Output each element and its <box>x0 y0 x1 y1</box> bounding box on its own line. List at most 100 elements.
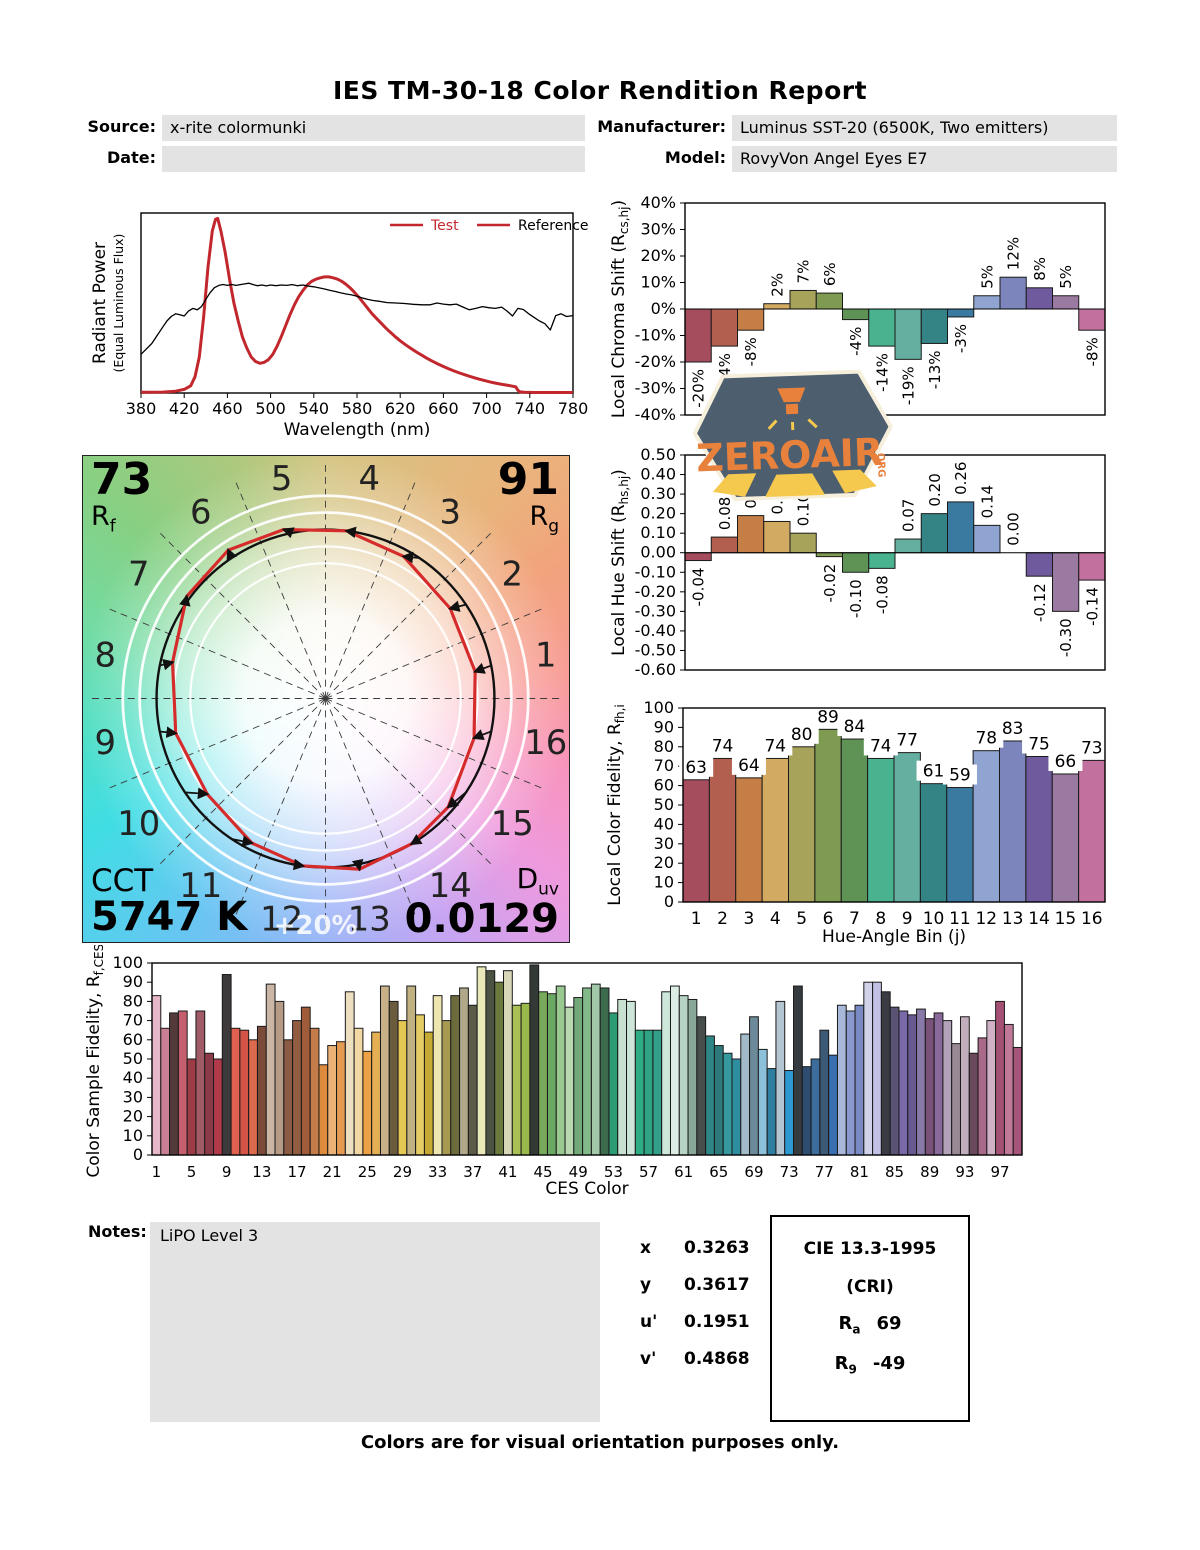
svg-text:380: 380 <box>126 399 157 418</box>
chroma-bar-13 <box>999 276 1027 310</box>
svg-text:460: 460 <box>212 399 243 418</box>
svg-text:-8%: -8% <box>1083 337 1101 366</box>
chromaticity-u: u' 0.1951 <box>640 1312 750 1332</box>
notes-text: LiPO Level 3 <box>160 1226 259 1245</box>
cvg-shift-arrow <box>409 833 423 846</box>
model-label: Model: <box>664 148 726 167</box>
svg-text:6: 6 <box>190 493 212 532</box>
svg-text:Radiant Power: Radiant Power <box>90 242 110 364</box>
svg-text:70: 70 <box>654 756 674 775</box>
fidelity-bar-7 <box>840 738 869 903</box>
ces-bar-23 <box>344 991 355 1156</box>
chroma-bar-14 <box>1025 287 1053 310</box>
svg-text:77: 77 <box>896 731 918 751</box>
cvg-guide-circle <box>138 511 513 886</box>
cvg-shift-arrow <box>401 551 420 564</box>
cvg-shift-arrow <box>447 600 467 612</box>
ces-bar-10 <box>230 1027 241 1156</box>
hue-bar-12 <box>973 524 1001 554</box>
svg-text:63: 63 <box>685 758 707 778</box>
svg-text:13: 13 <box>1002 909 1024 929</box>
svg-text:10: 10 <box>923 909 945 929</box>
svg-text:30%: 30% <box>640 220 676 239</box>
svg-text:61: 61 <box>923 762 945 782</box>
ces-bar-33 <box>432 995 443 1156</box>
cvg-spoke <box>159 532 326 699</box>
ces-bar-41 <box>503 970 513 1156</box>
ces-bar-28 <box>388 1000 399 1156</box>
chroma-bar-7 <box>842 308 870 321</box>
svg-text:7%: 7% <box>795 260 813 284</box>
ces-bar-27 <box>379 985 390 1156</box>
ces-bar-99 <box>1012 1046 1023 1156</box>
ces-bar-56 <box>634 1029 645 1156</box>
svg-text:5%: 5% <box>978 265 996 289</box>
ces-bar-31 <box>415 1014 425 1156</box>
svg-text:60: 60 <box>123 1030 143 1049</box>
ces-bar-13 <box>256 1025 267 1156</box>
svg-text:-0.30: -0.30 <box>635 601 676 620</box>
svg-text:(Equal Luminous Flux): (Equal Luminous Flux) <box>111 234 126 373</box>
ces-bar-93 <box>959 1016 970 1156</box>
hue-bar-15 <box>1052 552 1080 612</box>
cvg-spoke <box>325 608 543 699</box>
ces-bar-9 <box>221 974 232 1156</box>
ces-bar-64 <box>705 1035 715 1156</box>
ces-bar-83 <box>872 981 882 1156</box>
chroma-ylabel: Local Chroma Shift (Rcs,hj) <box>609 200 631 418</box>
ces-bar-36 <box>459 987 469 1156</box>
footer-note: Colors are for visual orientation purpos… <box>360 1432 840 1453</box>
cvg-spoke <box>325 698 492 865</box>
fidelity-bar-8 <box>867 757 895 903</box>
svg-text:100: 100 <box>643 698 674 717</box>
svg-text:60: 60 <box>654 776 674 795</box>
fidelity-bar-13 <box>999 740 1027 903</box>
svg-text:-20%: -20% <box>690 369 708 408</box>
svg-text:0.14: 0.14 <box>978 485 996 518</box>
color-vector-graphic: 1 2 3 4 5 6 7 8 9 10 11 12 13 14 15 16 +20% 73 Rf 91 Rg … <box>82 455 570 943</box>
cvg-spoke <box>325 698 416 916</box>
svg-text:40: 40 <box>123 1068 143 1087</box>
svg-text:7: 7 <box>849 909 860 929</box>
svg-text:75: 75 <box>1028 735 1050 755</box>
ces-bar-73 <box>784 1070 795 1156</box>
svg-text:-0.12: -0.12 <box>1031 583 1049 622</box>
cri-title: CIE 13.3-1995 <box>803 1239 937 1259</box>
chroma-bar-12 <box>973 295 1001 310</box>
hue-ylabel: Local Hue Shift (Rhs,hj) <box>609 469 631 656</box>
ces-bar-50 <box>582 987 592 1156</box>
svg-text:10: 10 <box>123 1126 143 1145</box>
spd-series-test <box>140 216 573 394</box>
svg-text:580: 580 <box>342 399 373 418</box>
fidelity-bar-6 <box>814 728 842 903</box>
manufacturer-value: Luminus SST-20 (6500K, Two emitters) <box>732 115 1117 141</box>
cvg-shift-arrow <box>472 662 492 674</box>
ces-bar-37 <box>467 1004 478 1156</box>
svg-text:2: 2 <box>502 555 524 594</box>
svg-text:-19%: -19% <box>900 366 918 405</box>
rf-symbol: Rf <box>91 500 116 537</box>
svg-text:0.10: 0.10 <box>640 523 676 542</box>
svg-text:50: 50 <box>654 795 674 814</box>
ces-ylabel: Color Sample Fidelity, Rf,CESi <box>85 945 106 1178</box>
ces-bar-43 <box>520 1002 531 1156</box>
cvg-shift-arrow <box>159 726 179 738</box>
local-color-fidelity-chart: 0 10 20 30 40 50 60 70 80 90 100 63 74 64 74 80 89 84 74 77… <box>600 695 1145 950</box>
fidelity-bar-1 <box>682 779 710 903</box>
fidelity-bar-9 <box>893 752 921 903</box>
cct-label: CCT <box>91 862 154 899</box>
svg-text:20: 20 <box>654 853 674 872</box>
svg-text:-20%: -20% <box>635 352 676 371</box>
svg-text:80: 80 <box>654 737 674 756</box>
fidelity-bar-12 <box>972 750 1000 903</box>
cvg-spoke <box>235 698 326 916</box>
ces-bar-48 <box>564 1006 575 1156</box>
date-value <box>162 146 585 172</box>
svg-text:-30%: -30% <box>635 379 676 398</box>
svg-text:15: 15 <box>491 804 534 843</box>
cri-subtitle: (CRI) <box>846 1277 894 1297</box>
ces-bar-89 <box>924 1018 935 1156</box>
cvg-shift-arrow <box>446 791 467 809</box>
